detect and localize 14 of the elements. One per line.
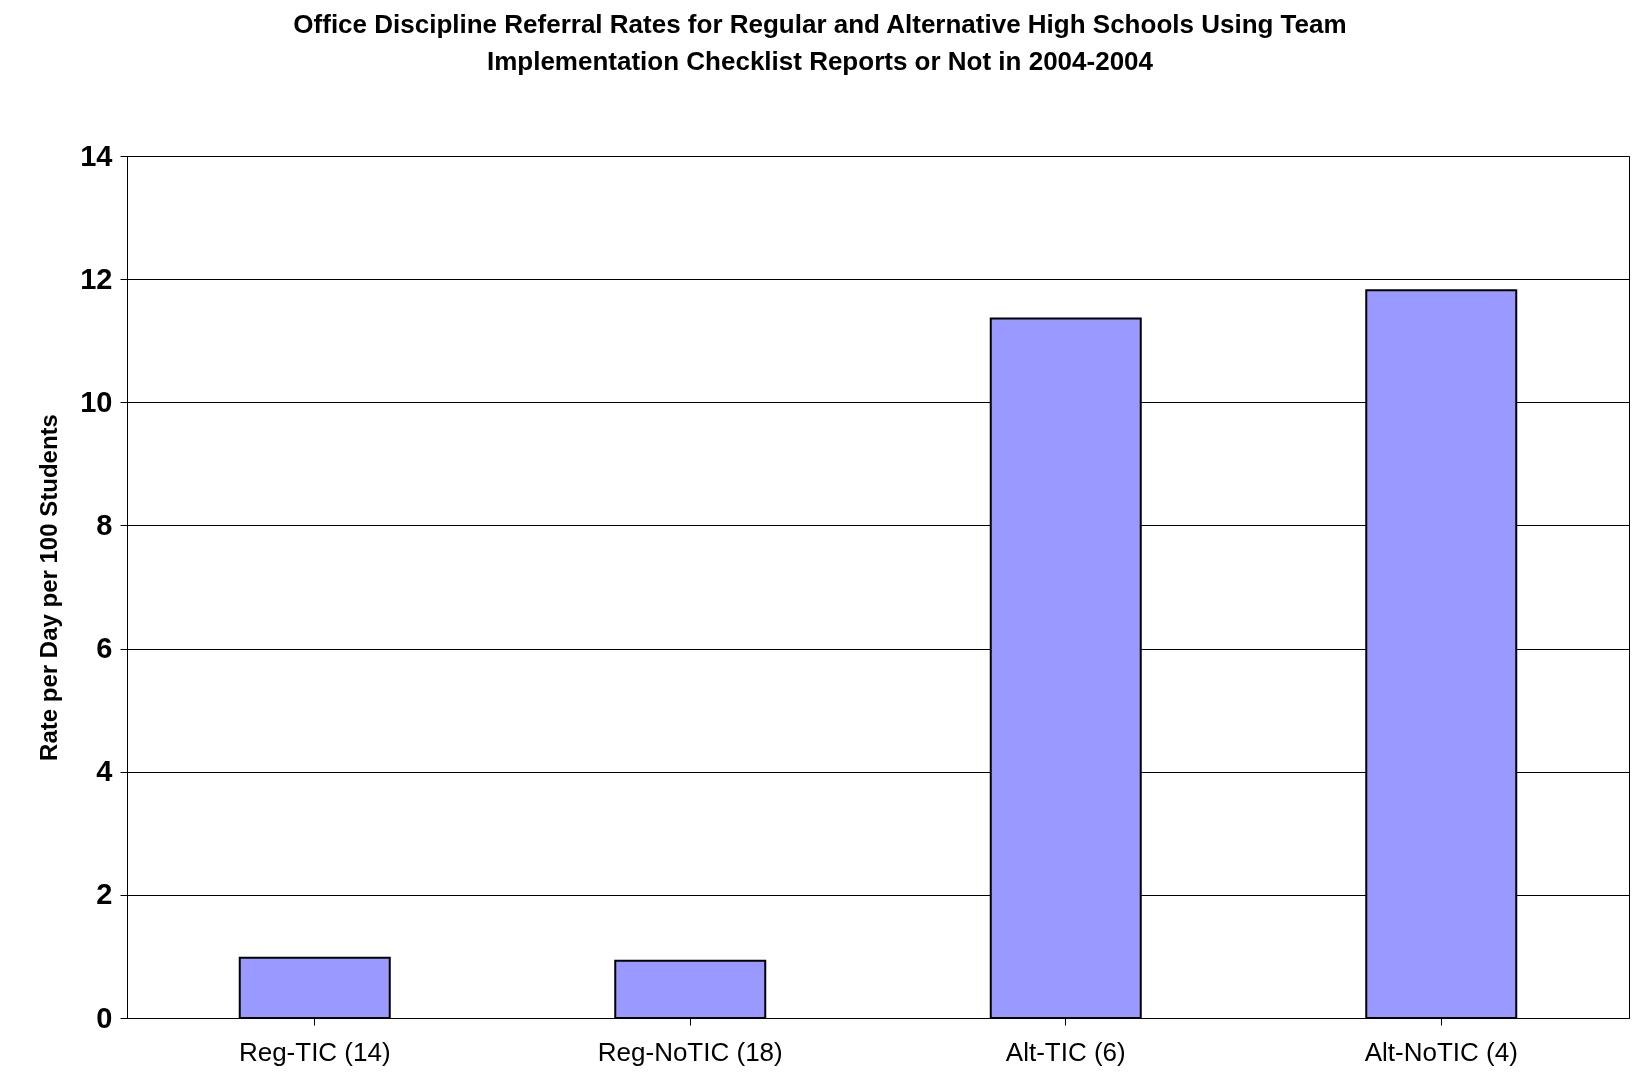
y-axis-title: Rate per Day per 100 Students — [35, 414, 63, 761]
y-tick-label: 2 — [96, 878, 113, 911]
y-tick-label: 14 — [80, 139, 113, 172]
x-tick-label: Reg-NoTIC (18) — [597, 1036, 783, 1067]
y-tick-label: 8 — [96, 508, 113, 541]
x-tick-label: Alt-NoTIC (4) — [1364, 1036, 1518, 1067]
y-tick-label: 12 — [80, 262, 113, 295]
y-tick-label: 0 — [96, 1001, 113, 1034]
y-tick-label: 10 — [80, 385, 113, 418]
chart-title: Office Discipline Referral Rates for Regular and Alternative High Schools Using Team Implementation Checklist Reports or Not in 2004-2004 — [292, 8, 1348, 78]
x-tick-label: Reg-TIC (14) — [238, 1036, 391, 1067]
x-tick-label: Alt-TIC (6) — [1005, 1036, 1126, 1067]
y-tick-label: 4 — [96, 755, 113, 788]
y-tick-label: 6 — [96, 632, 113, 665]
